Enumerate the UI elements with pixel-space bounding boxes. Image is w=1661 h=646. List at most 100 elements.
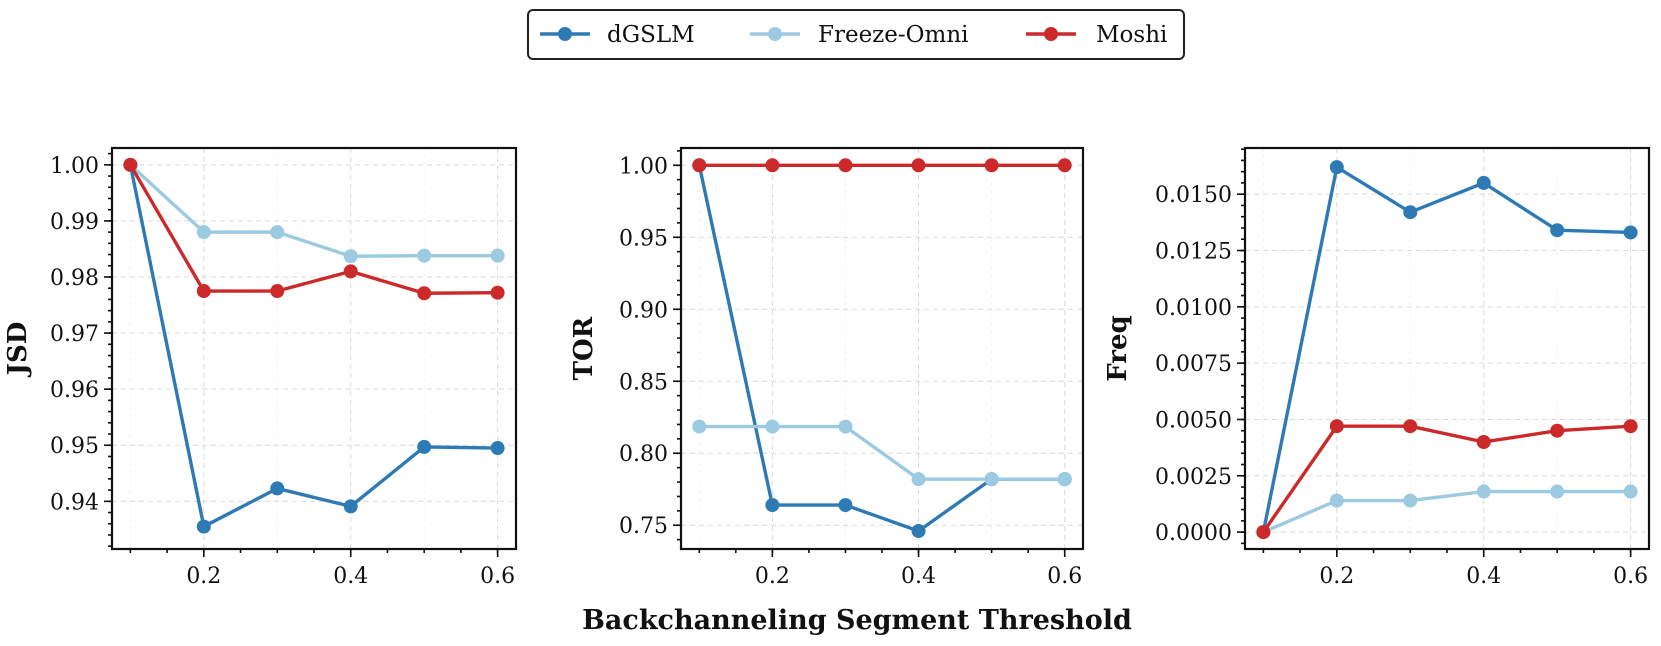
legend-entry-dgslm[interactable]: dGSLM bbox=[540, 22, 695, 48]
jsd-point-moshi[interactable] bbox=[490, 285, 505, 300]
jsd-point-dgslm[interactable] bbox=[417, 439, 432, 454]
figure-xlabel: Backchanneling Segment Threshold bbox=[582, 605, 1132, 636]
tor-point-dgslm[interactable] bbox=[838, 498, 853, 513]
tor-point-freeze-omni[interactable] bbox=[692, 419, 707, 434]
tor-y-tick-label: 0.90 bbox=[619, 298, 668, 323]
jsd-point-dgslm[interactable] bbox=[270, 481, 285, 496]
freq-point-dgslm[interactable] bbox=[1476, 175, 1491, 190]
freq-point-dgslm[interactable] bbox=[1623, 225, 1638, 240]
freq-point-moshi[interactable] bbox=[1403, 419, 1418, 434]
jsd-y-tick-label: 0.96 bbox=[50, 378, 99, 403]
freq-point-freeze-omni[interactable] bbox=[1403, 493, 1418, 508]
freq-y-tick-label: 0.0050 bbox=[1155, 408, 1232, 433]
tor-point-freeze-omni[interactable] bbox=[838, 419, 853, 434]
freq-point-freeze-omni[interactable] bbox=[1476, 484, 1491, 499]
freq-series-line-dgslm bbox=[1261, 165, 1633, 534]
legend-frame bbox=[527, 9, 1185, 60]
jsd-y-tick-label: 0.97 bbox=[50, 322, 99, 347]
tor-y-tick-label: 0.85 bbox=[619, 370, 668, 395]
tor-point-freeze-omni[interactable] bbox=[984, 472, 999, 487]
tor-point-moshi[interactable] bbox=[1057, 158, 1072, 173]
tor-point-dgslm[interactable] bbox=[765, 498, 780, 513]
tor-axes-frame bbox=[679, 146, 1085, 551]
jsd-point-moshi[interactable] bbox=[417, 286, 432, 301]
tor-x-tick-label: 0.6 bbox=[1047, 564, 1082, 589]
tor-series-line-dgslm bbox=[697, 163, 1067, 533]
freq-point-freeze-omni[interactable] bbox=[1623, 484, 1638, 499]
freq-x-tick-label: 0.2 bbox=[1319, 564, 1354, 589]
jsd-y-tick-label: 0.98 bbox=[50, 266, 99, 291]
jsd-point-freeze-omni[interactable] bbox=[270, 225, 285, 240]
tor-y-tick-label: 1.00 bbox=[619, 154, 668, 179]
freq-y-tick-label: 0.0000 bbox=[1155, 521, 1232, 546]
jsd-point-moshi[interactable] bbox=[123, 157, 138, 172]
freq-point-moshi[interactable] bbox=[1256, 525, 1271, 540]
freq-y-tick-label: 0.0100 bbox=[1155, 296, 1232, 321]
freq-point-dgslm[interactable] bbox=[1403, 205, 1418, 220]
jsd-point-moshi[interactable] bbox=[270, 284, 285, 299]
legend-label-freeze-omni: Freeze-Omni bbox=[818, 22, 969, 48]
jsd-point-dgslm[interactable] bbox=[490, 441, 505, 456]
tor-point-moshi[interactable] bbox=[765, 158, 780, 173]
tor-point-freeze-omni[interactable] bbox=[911, 472, 926, 487]
freq-point-freeze-omni[interactable] bbox=[1329, 493, 1344, 508]
jsd-y-tick-label: 0.94 bbox=[50, 490, 99, 515]
freq-x-tick-label: 0.4 bbox=[1466, 564, 1501, 589]
jsd-point-dgslm[interactable] bbox=[196, 519, 211, 534]
jsd-point-moshi[interactable] bbox=[343, 264, 358, 279]
tor-x-tick-label: 0.2 bbox=[755, 564, 790, 589]
freq-y-tick-label: 0.0150 bbox=[1155, 183, 1232, 208]
legend-label-dgslm: dGSLM bbox=[607, 22, 695, 48]
freq-axes-frame bbox=[1243, 146, 1651, 551]
legend-marker-dgslm bbox=[558, 27, 572, 41]
freq-point-moshi[interactable] bbox=[1329, 419, 1344, 434]
freq-point-moshi[interactable] bbox=[1623, 419, 1638, 434]
freq-point-freeze-omni[interactable] bbox=[1550, 484, 1565, 499]
tor-point-moshi[interactable] bbox=[984, 158, 999, 173]
legend-label-moshi: Moshi bbox=[1096, 22, 1167, 48]
freq-point-moshi[interactable] bbox=[1476, 434, 1491, 449]
freq-point-moshi[interactable] bbox=[1550, 423, 1565, 438]
freq-series-line-freeze-omni bbox=[1261, 489, 1633, 534]
tor-point-moshi[interactable] bbox=[692, 158, 707, 173]
legend-marker-moshi bbox=[1044, 27, 1058, 41]
freq-y-tick-label: 0.0125 bbox=[1155, 240, 1232, 265]
jsd-x-tick-label: 0.2 bbox=[186, 564, 221, 589]
subplot-tor: 0.75 0.80 0.85 0.90 0.95 1.00 0.2 0.4 0.6 TOR bbox=[569, 146, 1085, 589]
legend-entry-moshi[interactable]: Moshi bbox=[1026, 22, 1167, 48]
jsd-point-freeze-omni[interactable] bbox=[343, 249, 358, 264]
jsd-y-tick-label: 0.99 bbox=[50, 210, 99, 235]
jsd-point-moshi[interactable] bbox=[196, 284, 211, 299]
tor-series-line-freeze-omni bbox=[697, 424, 1067, 481]
freq-series-line-moshi bbox=[1261, 424, 1633, 534]
tor-x-tick-label: 0.4 bbox=[901, 564, 936, 589]
legend-marker-freeze-omni bbox=[768, 27, 782, 41]
tor-point-freeze-omni[interactable] bbox=[765, 419, 780, 434]
jsd-point-freeze-omni[interactable] bbox=[196, 225, 211, 240]
tor-y-tick-label: 0.75 bbox=[619, 514, 668, 539]
legend-entry-freeze-omni[interactable]: Freeze-Omni bbox=[750, 22, 969, 48]
subplot-freq: 0.0000 0.0025 0.0050 0.0075 0.0100 0.0125 0.01… bbox=[1103, 146, 1651, 589]
jsd-point-freeze-omni[interactable] bbox=[490, 248, 505, 263]
jsd-axes-frame bbox=[110, 146, 518, 551]
freq-x-tick-label: 0.6 bbox=[1613, 564, 1648, 589]
jsd-y-tick-label: 1.00 bbox=[50, 154, 99, 179]
tor-point-freeze-omni[interactable] bbox=[1057, 472, 1072, 487]
jsd-series-line-dgslm bbox=[128, 163, 500, 529]
jsd-x-tick-label: 0.6 bbox=[480, 564, 515, 589]
freq-point-dgslm[interactable] bbox=[1329, 160, 1344, 175]
tor-point-dgslm[interactable] bbox=[911, 524, 926, 539]
jsd-ylabel: JSD bbox=[3, 322, 33, 378]
tor-y-tick-label: 0.80 bbox=[619, 442, 668, 467]
tor-point-moshi[interactable] bbox=[838, 158, 853, 173]
jsd-point-freeze-omni[interactable] bbox=[417, 248, 432, 263]
subplot-jsd: 0.94 0.95 0.96 0.97 0.98 0.99 1.00 0.2 0.4 0.6 JSD bbox=[3, 146, 518, 589]
tor-y-tick-label: 0.95 bbox=[619, 226, 668, 251]
tor-point-moshi[interactable] bbox=[911, 158, 926, 173]
freq-y-tick-label: 0.0025 bbox=[1155, 465, 1232, 490]
jsd-point-dgslm[interactable] bbox=[343, 499, 358, 514]
freq-ylabel: Freq bbox=[1103, 315, 1133, 381]
jsd-series-line-moshi bbox=[128, 163, 500, 295]
freq-point-dgslm[interactable] bbox=[1550, 223, 1565, 238]
